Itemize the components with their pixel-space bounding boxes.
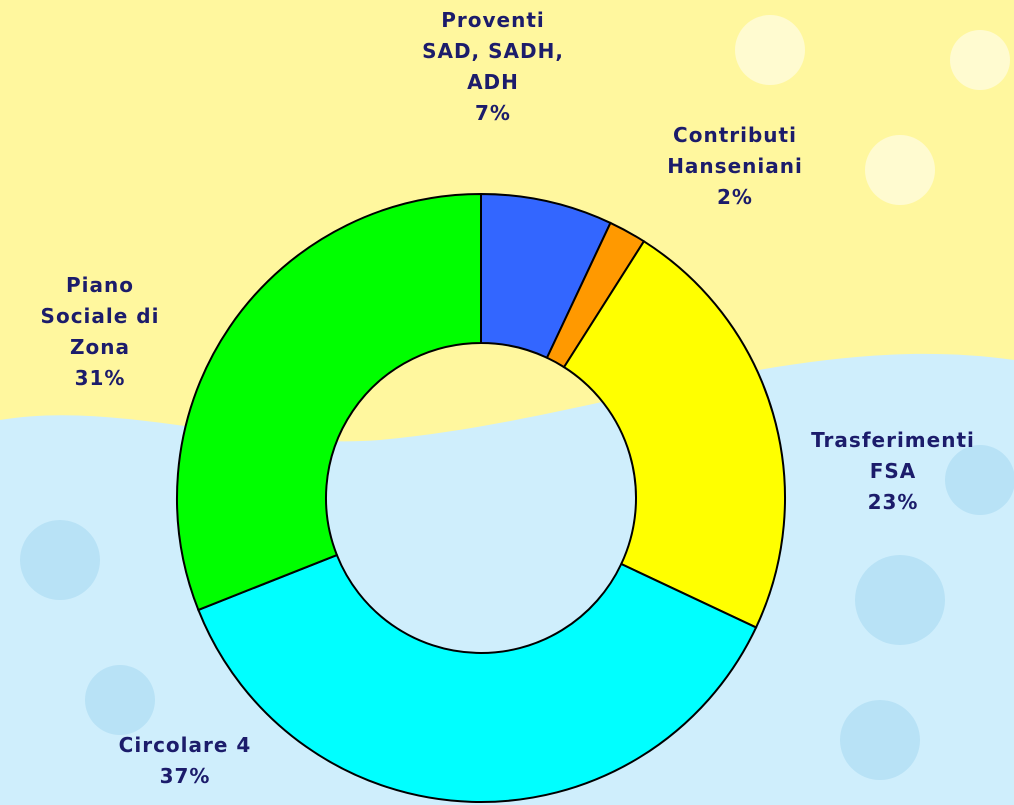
decoration (735, 15, 1010, 205)
slice-label: Circolare 4 37% (75, 730, 295, 792)
value-label: 7% (475, 101, 511, 125)
category-label: Trasferimenti FSA (811, 428, 975, 483)
slice-label: Proventi SAD, SADH, ADH 7% (408, 5, 578, 129)
donut-slice (562, 239, 786, 629)
value-label: 37% (159, 764, 211, 788)
category-label: Circolare 4 (118, 733, 252, 757)
category-label: Proventi SAD, SADH, ADH (422, 8, 564, 94)
value-label: 23% (867, 490, 919, 514)
category-label: Contributi Hanseniani (667, 123, 803, 178)
donut-slice (197, 553, 758, 803)
decoration (20, 445, 1014, 780)
donut-slice (176, 192, 482, 612)
donut (176, 192, 786, 803)
value-label: 2% (717, 185, 753, 209)
value-label: 31% (74, 366, 126, 390)
slice-label: Trasferimenti FSA 23% (801, 425, 986, 518)
slice-label: Contributi Hanseniani 2% (635, 120, 835, 213)
category-label: Piano Sociale di Zona (40, 273, 160, 359)
slice-label: Piano Sociale di Zona 31% (10, 270, 190, 394)
